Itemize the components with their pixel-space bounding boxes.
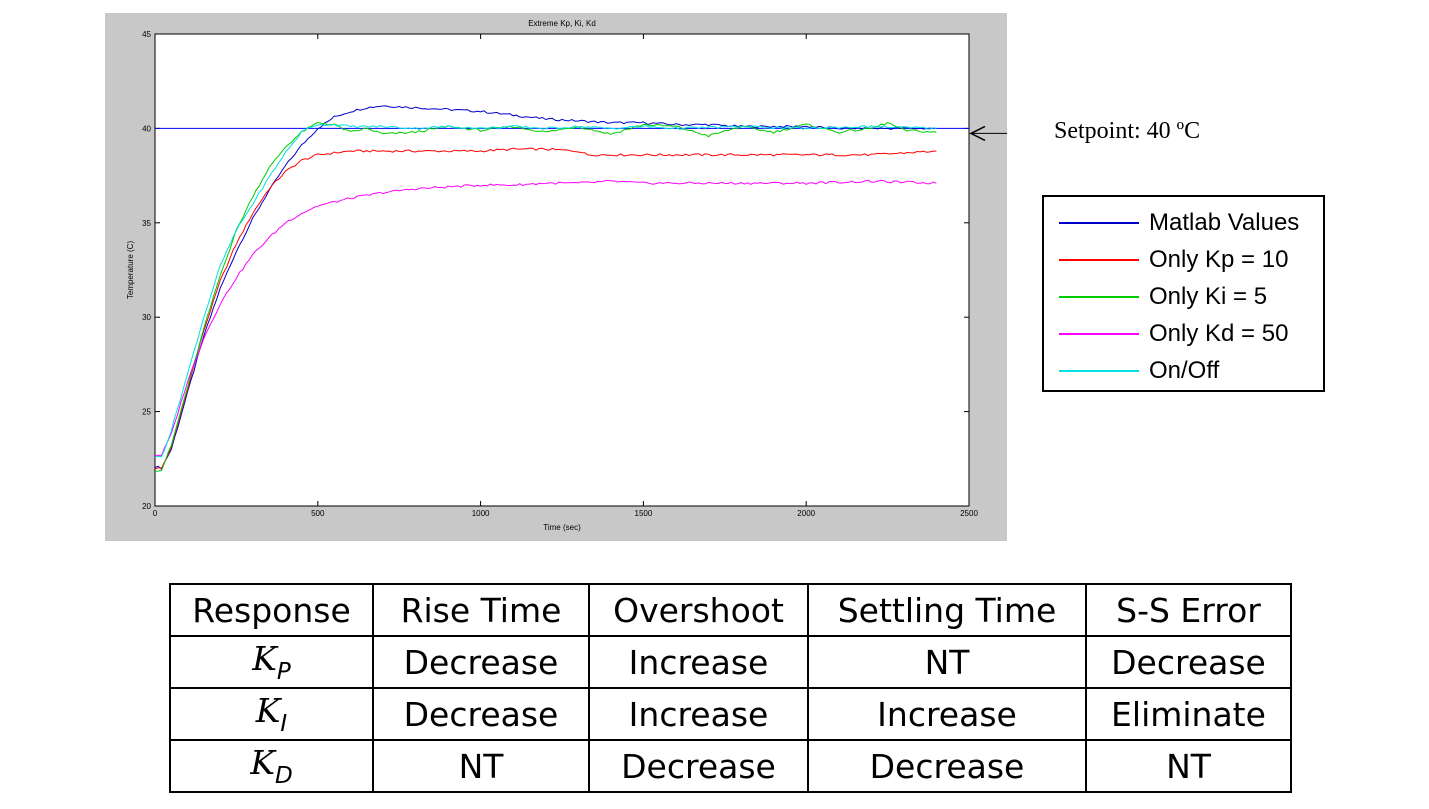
gain-symbol: K <box>255 691 281 730</box>
y-tick-label: 20 <box>142 502 151 511</box>
table-body: KP Decrease Increase NT Decrease KI Decrease In… <box>169 635 1292 793</box>
y-tick-label: 30 <box>142 313 151 322</box>
table-cell: Increase <box>588 687 809 741</box>
y-tick-label: 25 <box>142 408 151 417</box>
table-row: KP Decrease Increase NT Decrease <box>169 635 1292 689</box>
x-tick-label: 1500 <box>635 509 653 518</box>
table-header-cell: Response <box>169 583 374 637</box>
axes: 0 500 1000 1500 2000 2500 20 25 30 35 40 45 <box>142 30 978 518</box>
legend-label: Only Kp = 10 <box>1149 245 1289 273</box>
table-cell: Decrease <box>588 739 809 793</box>
line-chart: Extreme Kp, Ki, Kd Time (sec) Temperatur… <box>126 19 1007 532</box>
table-cell: Decrease <box>372 687 590 741</box>
legend-item: On/Off <box>1044 352 1323 389</box>
table-cell: Increase <box>588 635 809 689</box>
arrow-head <box>969 125 986 142</box>
pid-effects-table: Response Rise Time Overshoot Settling Time S… <box>169 583 1292 793</box>
y-axis-label: Temperature (C) <box>126 241 135 300</box>
chart-title: Extreme Kp, Ki, Kd <box>528 19 596 28</box>
legend-label: On/Off <box>1149 356 1220 384</box>
legend-item: Only Ki = 5 <box>1044 278 1323 315</box>
chart-legend: Matlab Values Only Kp = 10 Only Ki = 5 Only… <box>1042 195 1325 392</box>
series-line-3 <box>154 179 937 457</box>
table-cell: NT <box>372 739 590 793</box>
legend-label: Matlab Values <box>1149 208 1300 236</box>
x-tick-label: 0 <box>153 509 158 518</box>
plot-area <box>155 34 969 506</box>
y-tick-label: 40 <box>142 124 151 133</box>
table-header-cell: Settling Time <box>807 583 1087 637</box>
gain-cell: KP <box>169 635 374 689</box>
legend-swatch <box>1059 221 1139 224</box>
y-tick-label: 45 <box>142 30 151 39</box>
series-line-4 <box>154 123 937 459</box>
setpoint-arrow <box>969 125 1007 142</box>
gain-subscript: I <box>280 711 288 737</box>
legend-label: Only Ki = 5 <box>1149 282 1268 310</box>
gain-cell: KD <box>169 739 374 793</box>
series-lines <box>154 105 969 472</box>
table-cell: NT <box>1085 739 1292 793</box>
table-cell: Decrease <box>1085 635 1292 689</box>
table-row: KI Decrease Increase Increase Eliminate <box>169 687 1292 741</box>
legend-swatch <box>1059 295 1139 298</box>
table-cell: Increase <box>807 687 1087 741</box>
legend-swatch <box>1059 369 1139 372</box>
gain-symbol: K <box>252 639 277 678</box>
legend-label: Only Kd = 50 <box>1149 319 1289 347</box>
table-header-row: Response Rise Time Overshoot Settling Time S… <box>169 583 1292 637</box>
series-line-2 <box>154 121 937 472</box>
series-line-1 <box>154 147 937 470</box>
table-header-cell: Rise Time <box>372 583 590 637</box>
gain-subscript: P <box>276 659 291 685</box>
table-row: KD NT Decrease Decrease NT <box>169 739 1292 793</box>
x-tick-label: 2500 <box>960 509 978 518</box>
x-axis-label: Time (sec) <box>543 523 581 532</box>
legend-item: Only Kp = 10 <box>1044 241 1323 278</box>
setpoint-annotation: Setpoint: 40 ºC <box>1054 118 1201 144</box>
series-line-0 <box>154 105 937 471</box>
legend-item: Matlab Values <box>1044 204 1323 241</box>
table-cell: Decrease <box>372 635 590 689</box>
legend-swatch <box>1059 332 1139 335</box>
legend-swatch <box>1059 258 1139 261</box>
x-tick-label: 1000 <box>472 509 490 518</box>
plot-border <box>154 33 970 507</box>
table-header-cell: S-S Error <box>1085 583 1292 637</box>
table-cell: Decrease <box>807 739 1087 793</box>
x-tick-label: 2000 <box>797 509 815 518</box>
gain-symbol: K <box>250 743 275 782</box>
chart-figure: Extreme Kp, Ki, Kd Time (sec) Temperatur… <box>105 13 1007 541</box>
legend-item: Only Kd = 50 <box>1044 315 1323 352</box>
table-cell: NT <box>807 635 1087 689</box>
table-cell: Eliminate <box>1085 687 1292 741</box>
gain-subscript: D <box>274 763 293 789</box>
table-header-cell: Overshoot <box>588 583 809 637</box>
x-tick-label: 500 <box>311 509 325 518</box>
y-tick-label: 35 <box>142 219 151 228</box>
gain-cell: KI <box>169 687 374 741</box>
